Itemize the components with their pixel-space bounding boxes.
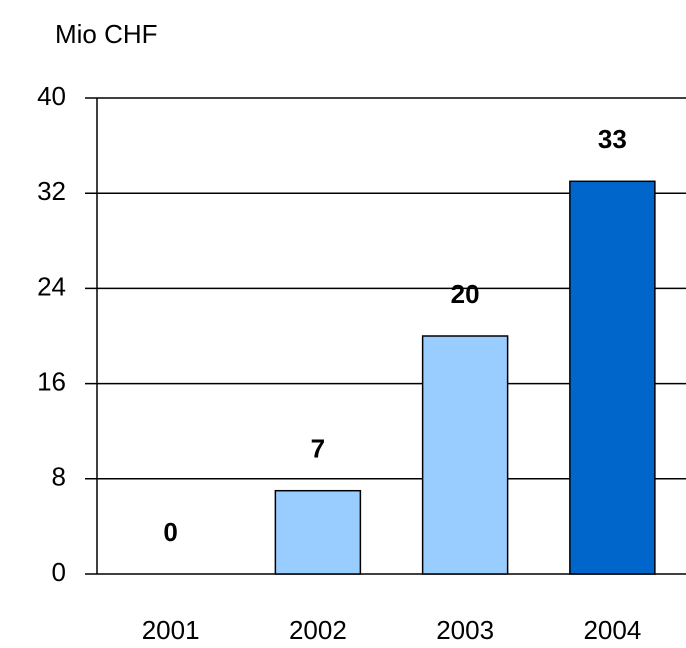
data-label: 0 bbox=[163, 517, 177, 547]
y-tick-label: 16 bbox=[37, 366, 66, 396]
y-tick-label: 40 bbox=[37, 81, 66, 111]
bar bbox=[274, 489, 362, 575]
y-tick-label: 8 bbox=[52, 462, 66, 492]
x-tick-label: 2002 bbox=[289, 615, 347, 645]
x-tick-label: 2004 bbox=[583, 615, 641, 645]
data-label: 33 bbox=[598, 124, 627, 154]
y-tick-label: 0 bbox=[52, 557, 66, 587]
x-tick-label: 2001 bbox=[142, 615, 200, 645]
y-tick-label: 24 bbox=[37, 271, 66, 301]
data-label: 20 bbox=[451, 279, 480, 309]
y-tick-label: 32 bbox=[37, 176, 66, 206]
data-label: 7 bbox=[311, 434, 325, 464]
bar bbox=[569, 180, 656, 575]
x-tick-label: 2003 bbox=[436, 615, 494, 645]
bar bbox=[421, 335, 509, 575]
y-axis-label: Mio CHF bbox=[55, 19, 158, 49]
